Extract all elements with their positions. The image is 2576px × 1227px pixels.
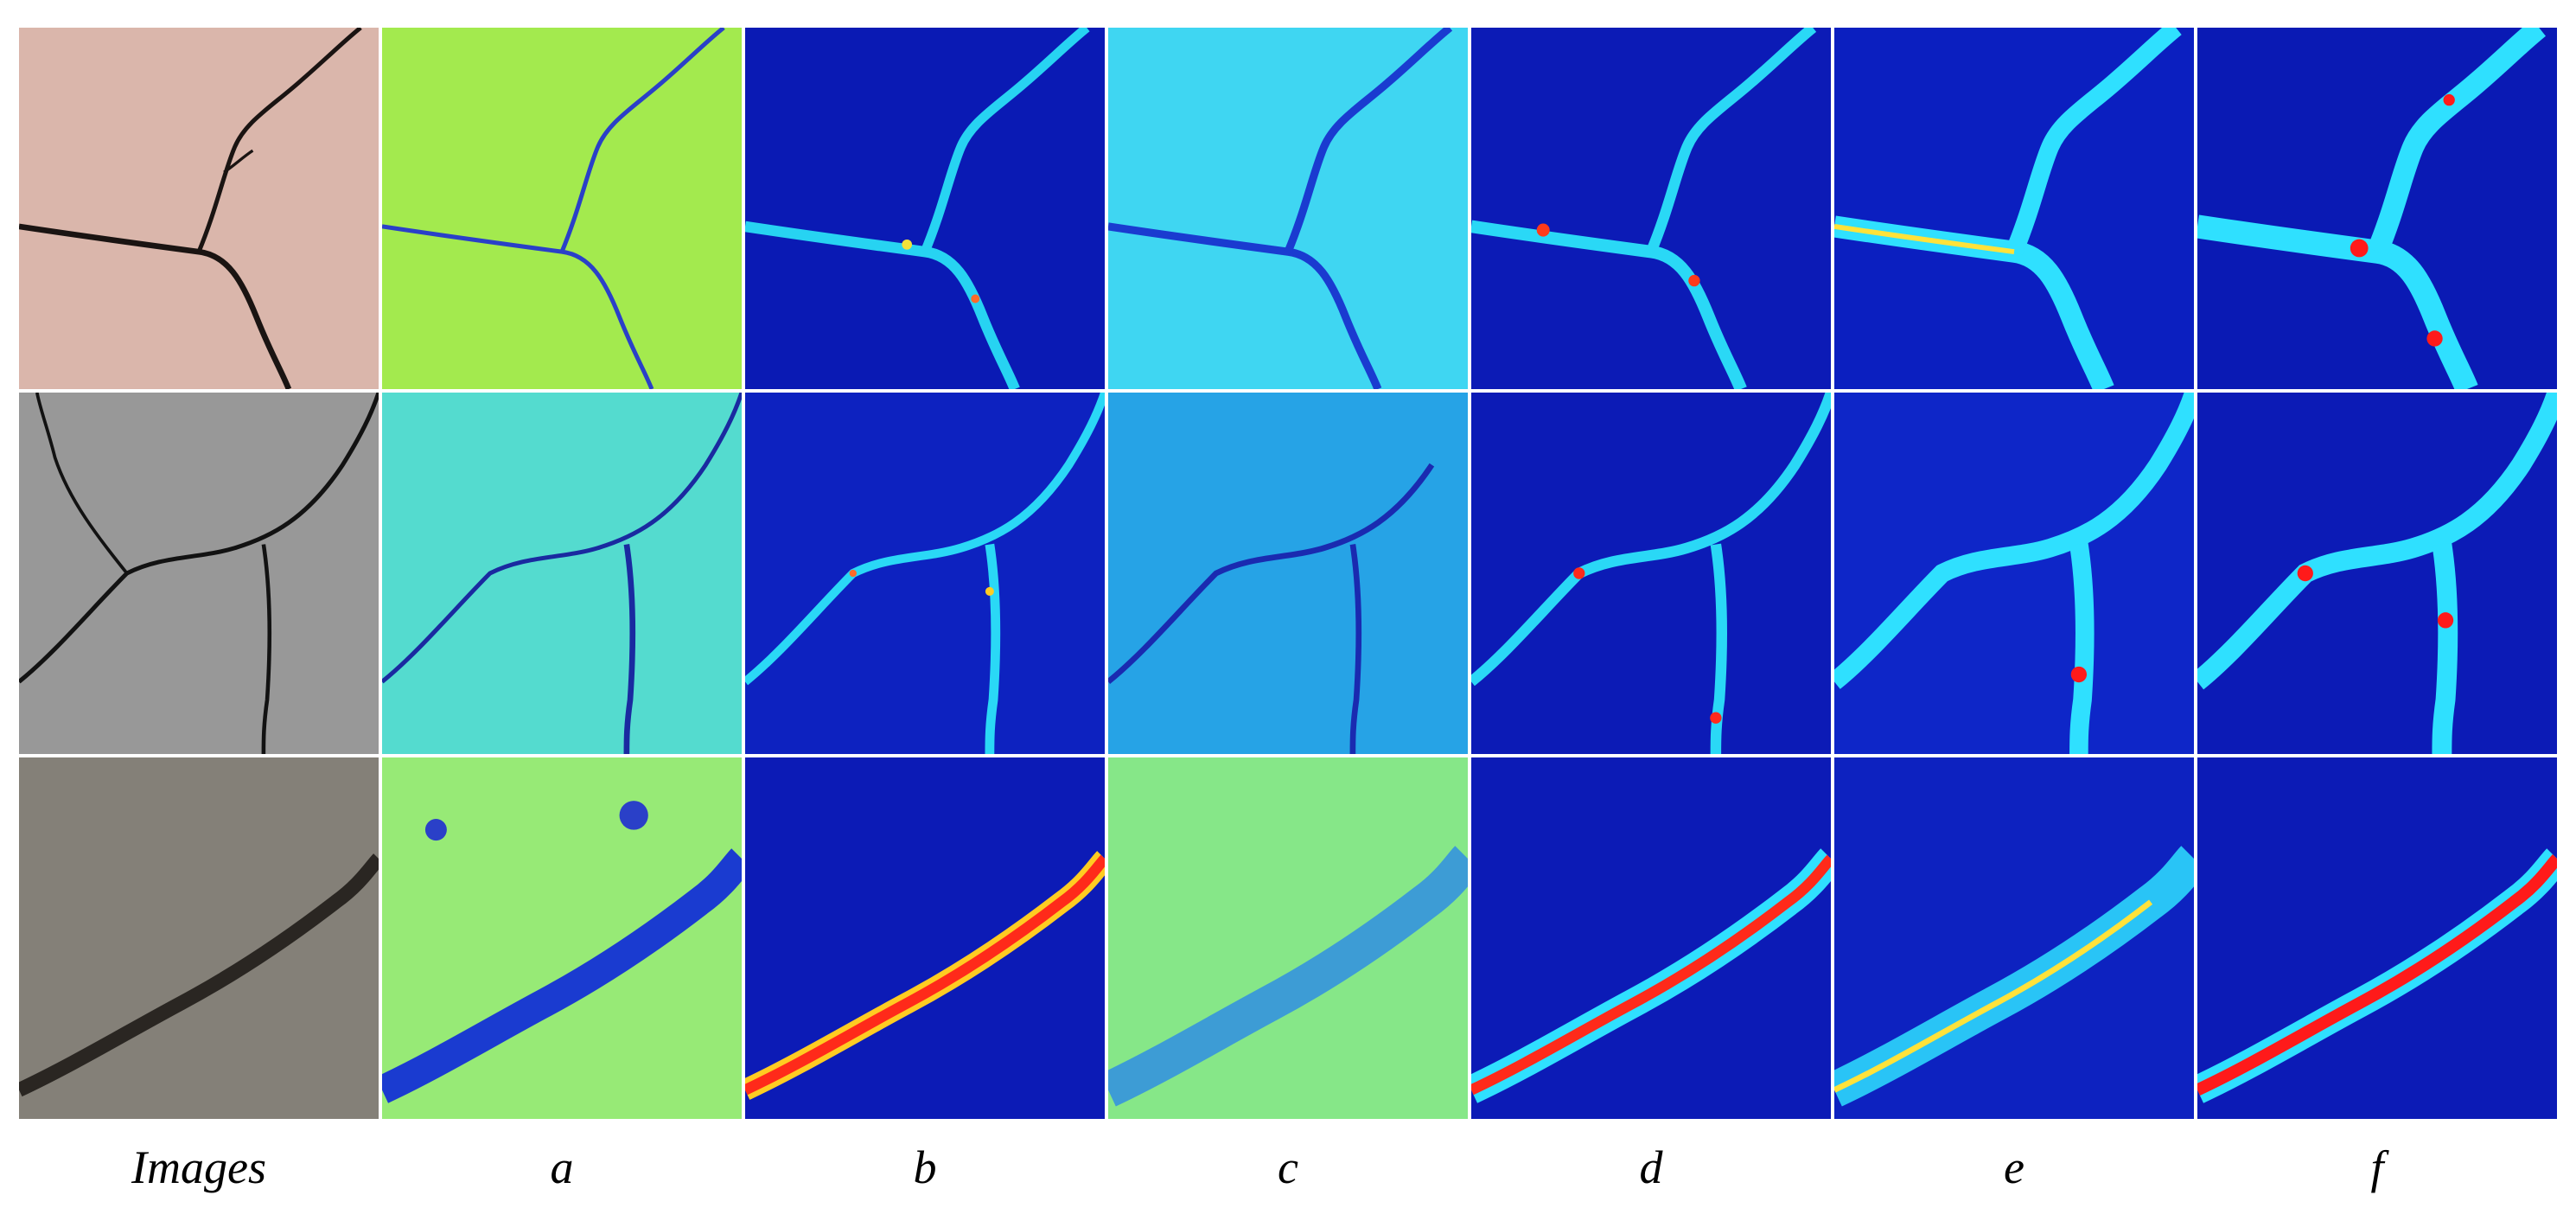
heatmap-r1-f [2197, 28, 2557, 389]
row-2-a [382, 393, 742, 754]
row-3-a [382, 757, 742, 1119]
row-1-c [1108, 28, 1468, 389]
crack-photo-3 [19, 757, 379, 1119]
heatmap-r3-a [382, 757, 742, 1119]
row-2-e [1834, 393, 2194, 754]
heatmap-r2-f [2197, 393, 2557, 754]
row-3-d [1471, 757, 1831, 1119]
heatmap-r3-c [1108, 757, 1468, 1119]
row-2-f [2197, 393, 2557, 754]
column-labels: Images a b c d e f [19, 1133, 2557, 1202]
row-1-image [19, 28, 379, 389]
heatmap-r3-b [745, 757, 1105, 1119]
row-2-c [1108, 393, 1468, 754]
heatmap-r3-d [1471, 757, 1831, 1119]
row-3-image [19, 757, 379, 1119]
heatmap-r2-b [745, 393, 1105, 754]
heatmap-r2-a [382, 393, 742, 754]
row-2-d [1471, 393, 1831, 754]
label-images: Images [131, 1141, 266, 1193]
row-1-d [1471, 28, 1831, 389]
crack-photo-1 [19, 28, 379, 389]
heatmap-r1-d [1471, 28, 1831, 389]
label-e: e [2004, 1141, 2024, 1193]
heatmap-r1-c [1108, 28, 1468, 389]
row-3-f [2197, 757, 2557, 1119]
row-2-b [745, 393, 1105, 754]
row-3-b [745, 757, 1105, 1119]
heatmap-r3-e [1834, 757, 2194, 1119]
crack-photo-2 [19, 393, 379, 754]
row-1-a [382, 28, 742, 389]
heatmap-r1-b [745, 28, 1105, 389]
label-d: d [1639, 1141, 1663, 1193]
heatmap-r2-c [1108, 393, 1468, 754]
heatmap-r2-d [1471, 393, 1831, 754]
heatmap-r1-a [382, 28, 742, 389]
row-1-b [745, 28, 1105, 389]
heatmap-r1-e [1834, 28, 2194, 389]
heatmap-r2-e [1834, 393, 2194, 754]
row-3-e [1834, 757, 2194, 1119]
label-b: b [913, 1141, 937, 1193]
label-f: f [2370, 1141, 2384, 1193]
label-c: c [1278, 1141, 1298, 1193]
row-3-c [1108, 757, 1468, 1119]
row-2-image [19, 393, 379, 754]
row-1-e [1834, 28, 2194, 389]
figure-grid [19, 28, 2557, 1119]
label-a: a [550, 1141, 574, 1193]
row-1-f [2197, 28, 2557, 389]
heatmap-r3-f [2197, 757, 2557, 1119]
